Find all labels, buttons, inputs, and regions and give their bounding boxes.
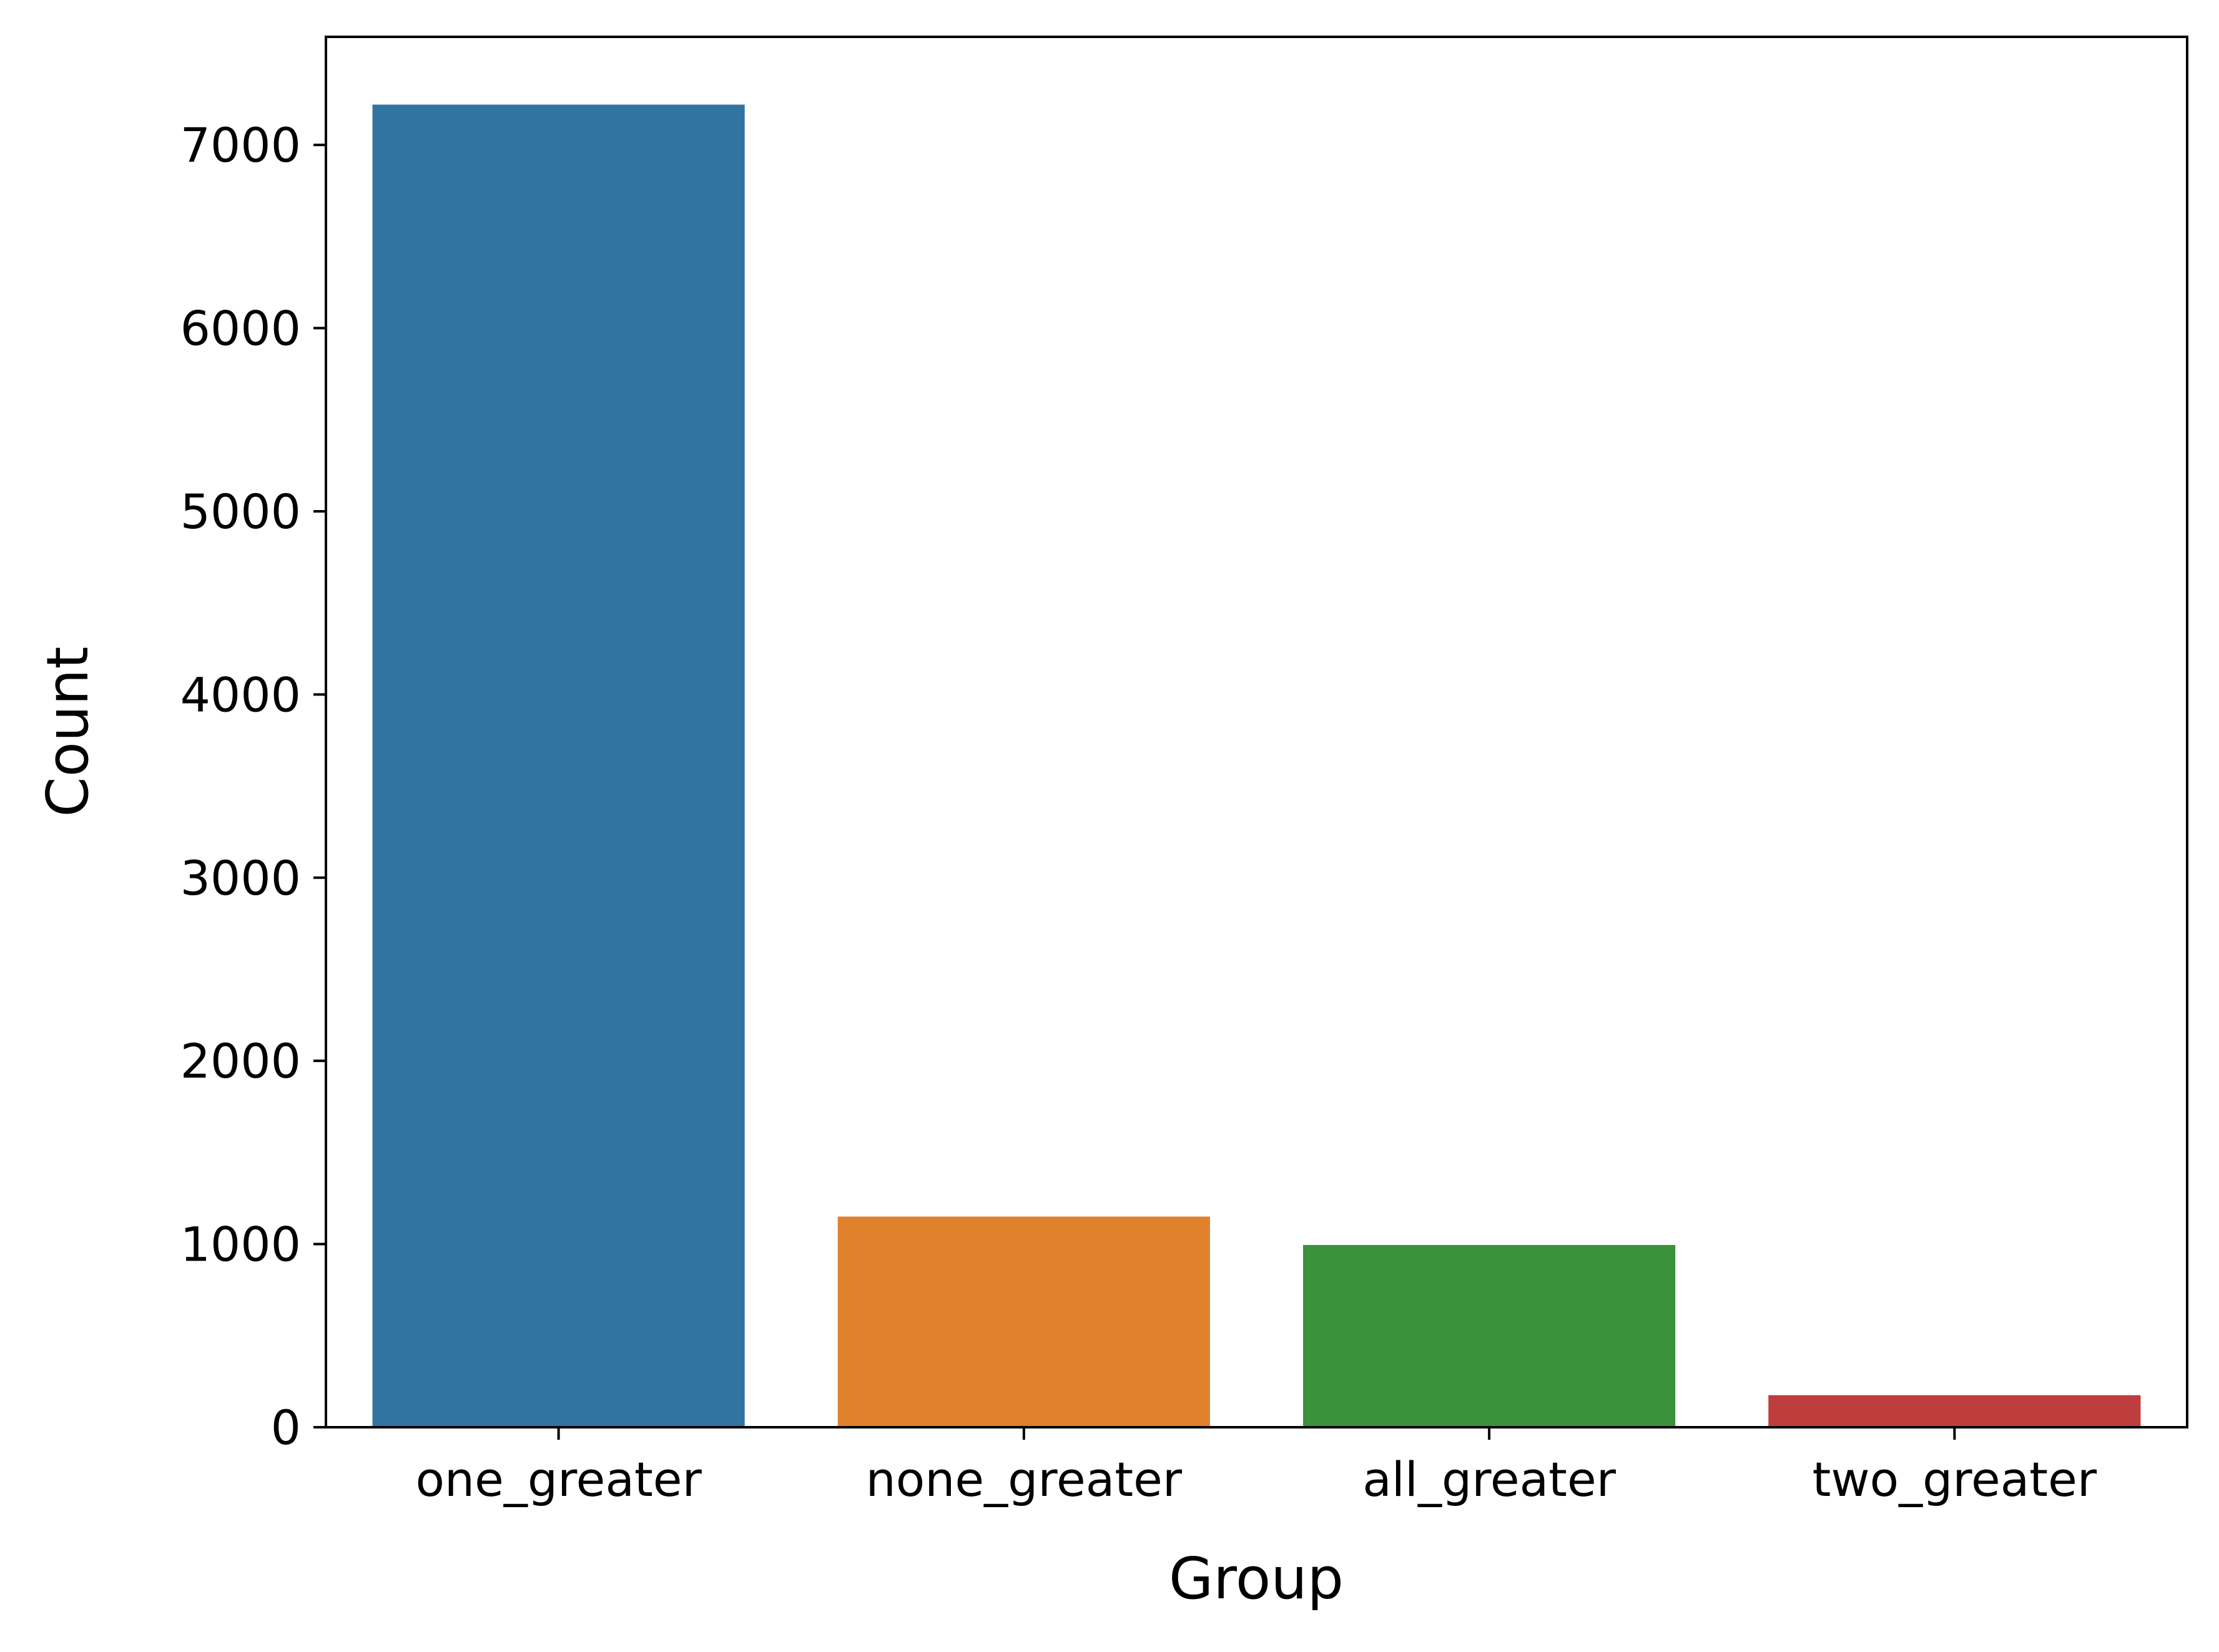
y-tick-label-6000: 6000 [180, 301, 301, 356]
y-tick-label-4000: 4000 [180, 667, 301, 722]
x-tick-label-two-greater: two_greater [1813, 1452, 2097, 1507]
y-tick-label-5000: 5000 [180, 484, 301, 539]
x-axis-title: Group [1169, 1545, 1344, 1612]
bar-none-greater [837, 1216, 1210, 1427]
x-tick-label-all-greater: all_greater [1362, 1452, 1616, 1507]
y-tick-label-1000: 1000 [180, 1217, 301, 1272]
plot-frame [325, 36, 2188, 1428]
y-tick-label-0: 0 [271, 1400, 301, 1455]
x-tick-label-one-greater: one_greater [415, 1452, 702, 1507]
x-tick-label-none-greater: none_greater [866, 1452, 1183, 1507]
bar-one-greater [372, 104, 745, 1428]
bar-two-greater [1768, 1395, 2141, 1427]
ticks-layer: one_greater none_greater all_greater two_gr… [180, 117, 2097, 1507]
bar-all-greater [1303, 1245, 1676, 1427]
y-tick-label-2000: 2000 [180, 1033, 301, 1089]
bars-layer [372, 104, 2141, 1428]
y-axis-title: Count [34, 646, 101, 817]
y-tick-label-3000: 3000 [180, 850, 301, 906]
y-tick-label-7000: 7000 [180, 117, 301, 173]
